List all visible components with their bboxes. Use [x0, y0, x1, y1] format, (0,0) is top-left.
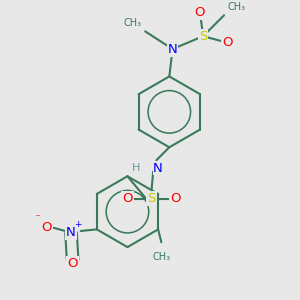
Text: S: S	[147, 192, 156, 205]
Text: N: N	[66, 226, 76, 239]
Text: O: O	[122, 192, 133, 205]
Text: O: O	[42, 221, 52, 234]
Text: CH₃: CH₃	[227, 2, 245, 12]
Text: CH₃: CH₃	[152, 252, 170, 262]
Text: CH₃: CH₃	[124, 18, 142, 28]
Text: O: O	[170, 192, 181, 205]
Text: +: +	[74, 220, 81, 229]
Text: N: N	[153, 162, 163, 175]
Text: N: N	[168, 43, 177, 56]
Text: ⁻: ⁻	[34, 213, 40, 223]
Text: O: O	[195, 5, 205, 19]
Text: H: H	[132, 163, 140, 173]
Text: O: O	[222, 36, 232, 49]
Text: O: O	[68, 257, 78, 270]
Text: S: S	[199, 30, 207, 43]
